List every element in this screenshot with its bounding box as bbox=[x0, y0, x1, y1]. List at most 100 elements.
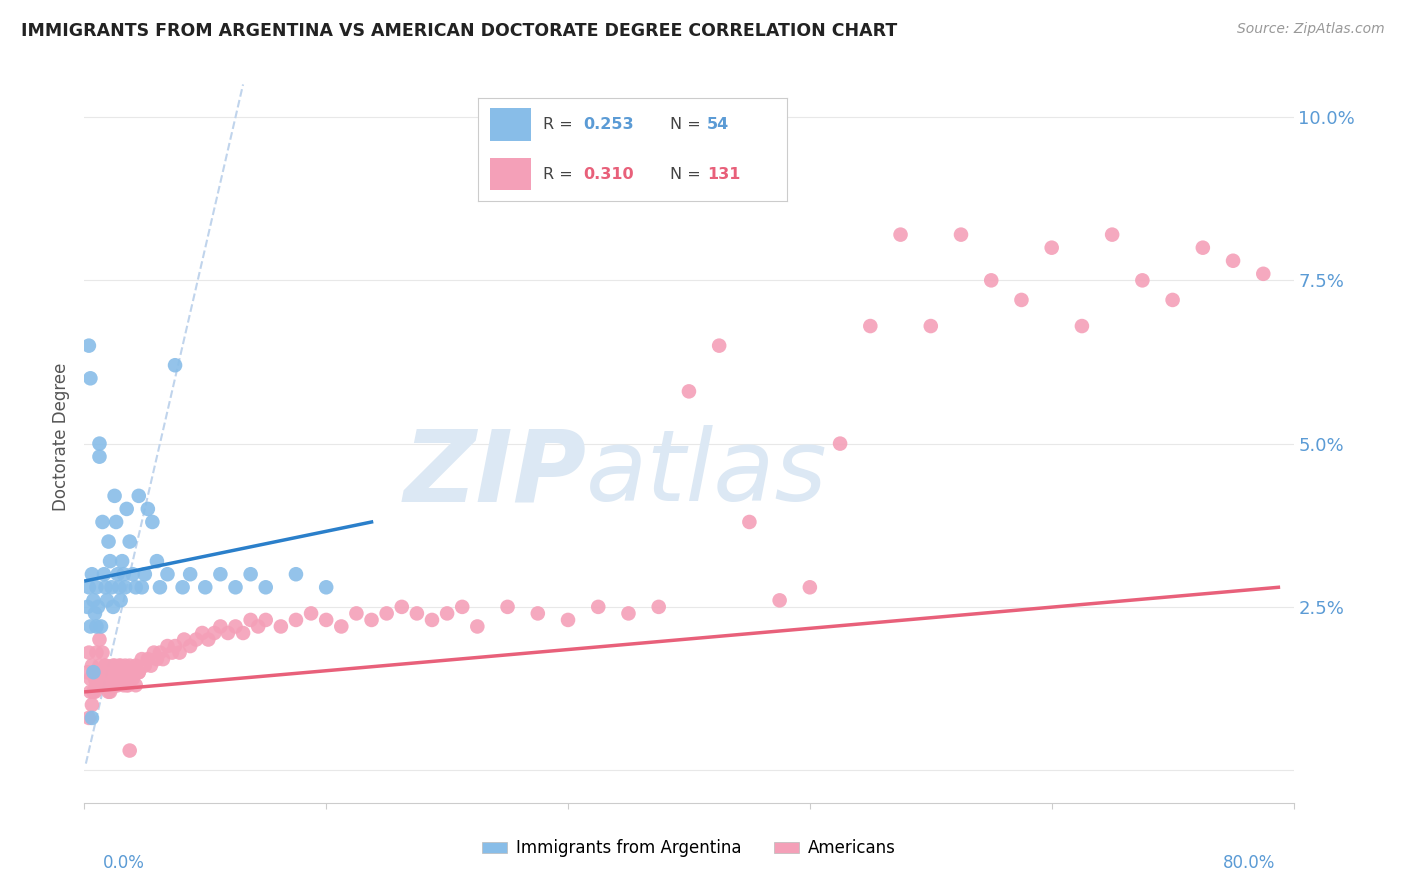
Point bbox=[112, 567, 135, 582]
Point bbox=[115, 502, 138, 516]
Point bbox=[77, 338, 100, 352]
Point bbox=[82, 665, 104, 680]
Point bbox=[108, 658, 131, 673]
Point bbox=[104, 489, 127, 503]
Point bbox=[920, 319, 942, 334]
Point bbox=[91, 665, 114, 680]
Point bbox=[247, 619, 270, 633]
Point bbox=[104, 665, 127, 680]
Point bbox=[1130, 273, 1153, 287]
Point bbox=[115, 678, 138, 692]
Point bbox=[111, 665, 134, 680]
Point bbox=[112, 678, 135, 692]
Bar bbox=[491, 158, 530, 190]
Point bbox=[709, 338, 731, 352]
Point bbox=[346, 607, 368, 621]
Point bbox=[80, 711, 103, 725]
Point bbox=[149, 580, 172, 594]
Text: IMMIGRANTS FROM ARGENTINA VS AMERICAN DOCTORATE DEGREE CORRELATION CHART: IMMIGRANTS FROM ARGENTINA VS AMERICAN DO… bbox=[21, 22, 897, 40]
Point bbox=[191, 626, 214, 640]
Point bbox=[254, 613, 277, 627]
Point bbox=[97, 665, 120, 680]
Point bbox=[830, 436, 852, 450]
Point bbox=[80, 658, 103, 673]
Point bbox=[94, 580, 117, 594]
Point bbox=[100, 580, 122, 594]
Point bbox=[172, 580, 194, 594]
Point bbox=[96, 672, 118, 686]
Point bbox=[467, 619, 489, 633]
Point bbox=[125, 658, 148, 673]
Point bbox=[131, 652, 153, 666]
Point bbox=[87, 665, 110, 680]
Y-axis label: Doctorate Degree: Doctorate Degree bbox=[52, 363, 70, 511]
Point bbox=[179, 639, 201, 653]
Point bbox=[82, 593, 104, 607]
Point bbox=[648, 599, 671, 614]
Point bbox=[270, 619, 292, 633]
Point bbox=[1101, 227, 1123, 242]
Point bbox=[254, 580, 277, 594]
Point bbox=[79, 371, 101, 385]
Point bbox=[94, 658, 117, 673]
Point bbox=[93, 672, 115, 686]
Bar bbox=[491, 108, 530, 141]
Point bbox=[115, 665, 138, 680]
Point bbox=[142, 646, 165, 660]
Point bbox=[527, 607, 550, 621]
Point bbox=[420, 613, 443, 627]
Point bbox=[436, 607, 458, 621]
Point bbox=[146, 554, 169, 568]
Point bbox=[110, 672, 132, 686]
Point bbox=[84, 607, 107, 621]
Text: R =: R = bbox=[543, 167, 578, 182]
Point bbox=[980, 273, 1002, 287]
Point bbox=[617, 607, 640, 621]
Point bbox=[86, 678, 108, 692]
Point bbox=[105, 665, 128, 680]
Point bbox=[117, 665, 139, 680]
Point bbox=[84, 672, 107, 686]
Point bbox=[131, 580, 153, 594]
Point bbox=[110, 593, 132, 607]
Point bbox=[90, 619, 112, 633]
Point bbox=[165, 639, 187, 653]
Point bbox=[89, 436, 111, 450]
Point bbox=[152, 652, 174, 666]
Point bbox=[128, 489, 150, 503]
Point bbox=[76, 665, 98, 680]
Point bbox=[225, 619, 247, 633]
Point bbox=[165, 358, 187, 372]
Point bbox=[104, 658, 127, 673]
Point bbox=[588, 599, 610, 614]
Point bbox=[118, 534, 141, 549]
Text: 0.253: 0.253 bbox=[583, 117, 634, 132]
Point bbox=[86, 580, 108, 594]
Point bbox=[84, 685, 107, 699]
Point bbox=[121, 567, 143, 582]
Point bbox=[859, 319, 882, 334]
Legend: Immigrants from Argentina, Americans: Immigrants from Argentina, Americans bbox=[475, 832, 903, 864]
Point bbox=[678, 384, 700, 399]
Point bbox=[136, 502, 159, 516]
Point bbox=[146, 652, 169, 666]
Text: Source: ZipAtlas.com: Source: ZipAtlas.com bbox=[1237, 22, 1385, 37]
Text: 131: 131 bbox=[707, 167, 741, 182]
Point bbox=[225, 580, 247, 594]
Point bbox=[139, 658, 162, 673]
Point bbox=[93, 678, 115, 692]
Point bbox=[360, 613, 382, 627]
Point bbox=[194, 580, 217, 594]
Point bbox=[330, 619, 353, 633]
Point bbox=[79, 685, 101, 699]
Point bbox=[114, 658, 136, 673]
Point bbox=[769, 593, 792, 607]
Point bbox=[890, 227, 912, 242]
Point bbox=[125, 580, 148, 594]
Point bbox=[125, 678, 148, 692]
Point bbox=[105, 678, 128, 692]
Point bbox=[101, 658, 124, 673]
Point bbox=[79, 619, 101, 633]
Point bbox=[86, 646, 108, 660]
Point bbox=[239, 567, 262, 582]
